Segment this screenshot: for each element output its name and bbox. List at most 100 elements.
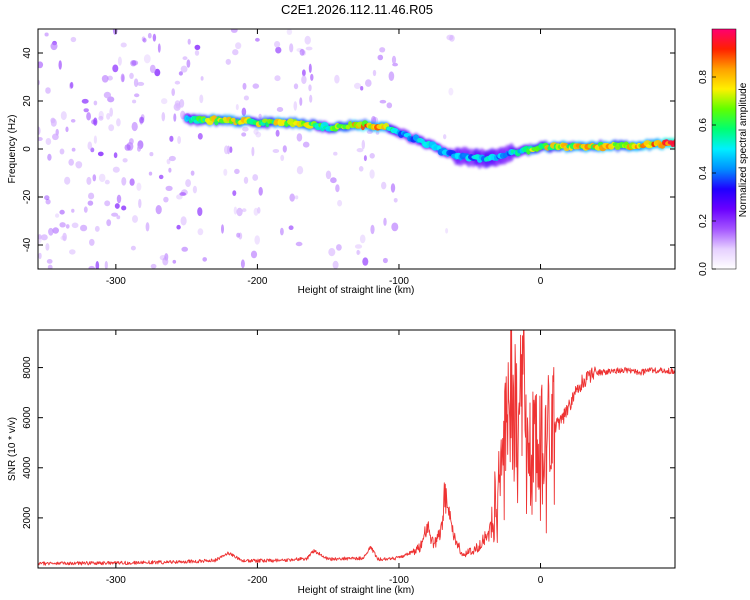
noise-speckle (103, 91, 111, 99)
y-tick-label: 6000 (22, 406, 33, 429)
noise-speckle (116, 118, 121, 127)
noise-speckle (158, 174, 164, 180)
noise-speckle (98, 173, 106, 183)
noise-speckle (75, 161, 83, 169)
noise-speckle (71, 147, 76, 152)
noise-speckle (286, 29, 293, 35)
noise-speckle (275, 46, 282, 54)
noise-speckle (236, 207, 243, 217)
noise-speckle (393, 198, 398, 203)
x-tick-label: 0 (538, 276, 544, 287)
noise-speckle (104, 179, 110, 185)
noise-speckle (234, 168, 240, 175)
noise-speckle (335, 184, 340, 193)
x-tick-label: 0 (538, 575, 544, 586)
y-tick-label: 8000 (22, 356, 33, 379)
noise-speckle (152, 33, 157, 42)
noise-speckle (299, 97, 303, 106)
x-tick-label: -100 (389, 575, 409, 586)
colorbar-label: Normalized spectral amplitude (738, 82, 749, 217)
noise-speckle (139, 117, 144, 125)
noise-speckle (293, 101, 298, 111)
noise-speckle (242, 126, 249, 132)
noise-speckle (336, 244, 342, 251)
noise-speckle (325, 170, 332, 180)
noise-speckle (443, 134, 447, 140)
noise-speckle (293, 83, 299, 90)
noise-speckle (330, 177, 337, 184)
noise-speckle (369, 153, 375, 159)
y-tick-label: -20 (22, 189, 33, 204)
noise-speckle (296, 166, 304, 175)
y-tick-label: 0 (22, 146, 33, 152)
y-tick-label: 20 (22, 95, 33, 107)
noise-speckle (295, 241, 303, 247)
noise-speckle (139, 116, 145, 124)
noise-speckle (106, 113, 111, 120)
noise-speckle (48, 227, 54, 236)
noise-speckle (165, 185, 173, 191)
noise-speckle (157, 43, 161, 53)
noise-speckle (333, 151, 338, 156)
x-tick-label: -200 (247, 276, 267, 287)
noise-speckle (133, 78, 139, 87)
noise-speckle (197, 228, 204, 236)
noise-speckle (168, 167, 172, 173)
noise-speckle (241, 107, 247, 117)
noise-speckle (59, 222, 66, 228)
noise-speckle (272, 149, 280, 153)
snr-plot-area (38, 330, 675, 568)
noise-speckle (359, 234, 366, 244)
noise-speckle (93, 100, 98, 106)
noise-speckle (276, 107, 284, 112)
noise-speckle (372, 69, 377, 77)
noise-speckle (131, 121, 138, 132)
noise-speckle (241, 208, 247, 213)
noise-speckle (38, 137, 43, 141)
noise-speckle (180, 216, 187, 226)
y-tick-label: 40 (22, 47, 33, 59)
noise-speckle (129, 72, 134, 79)
noise-speckle (163, 196, 169, 203)
noise-speckle (383, 217, 387, 226)
noise-speckle (132, 215, 138, 223)
noise-speckle (71, 222, 79, 229)
y-tick-label: 2000 (22, 506, 33, 529)
noise-speckle (332, 260, 339, 269)
noise-speckle (94, 225, 100, 232)
noise-speckle (168, 155, 176, 162)
noise-speckle (337, 199, 343, 207)
noise-speckle (150, 263, 157, 269)
noise-speckle (274, 75, 281, 82)
y-tick-label: 4000 (22, 456, 33, 479)
noise-speckle (108, 124, 115, 132)
noise-speckle (112, 166, 120, 173)
noise-speckle (121, 177, 127, 186)
noise-speckle (138, 198, 142, 209)
noise-speckle (70, 81, 74, 89)
noise-speckle (243, 176, 249, 184)
noise-speckle (169, 135, 174, 142)
noise-speckle (38, 234, 42, 240)
noise-speckle (185, 179, 192, 188)
noise-speckle (104, 200, 111, 207)
noise-speckle (88, 265, 95, 269)
colorbar-ticks: 0.0 0.2 0.4 0.6 0.8 (698, 70, 716, 276)
noise-speckle (379, 99, 387, 104)
noise-speckle (254, 235, 260, 245)
noise-speckle (38, 126, 41, 135)
x-tick-label: -300 (106, 575, 126, 586)
noise-speckle (172, 259, 177, 264)
noise-speckle (360, 86, 364, 91)
noise-speckle (370, 224, 375, 235)
x-tick-label: -100 (389, 276, 409, 287)
noise-speckle (142, 38, 147, 43)
noise-speckle (235, 42, 242, 50)
noise-speckle (65, 126, 69, 133)
colorbar-tick-label: 0.8 (698, 70, 709, 84)
colorbar: 0.0 0.2 0.4 0.6 0.8 Normalized spectral ampl… (698, 28, 749, 276)
noise-speckle (255, 131, 262, 138)
noise-speckle (112, 64, 119, 73)
noise-speckle (257, 207, 261, 214)
noise-speckle (274, 41, 281, 48)
